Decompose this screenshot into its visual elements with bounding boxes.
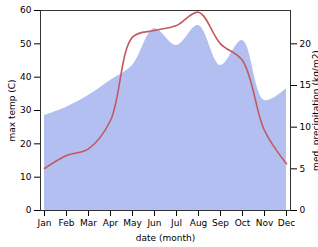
svg-text:Feb: Feb — [59, 218, 75, 228]
svg-text:0: 0 — [300, 205, 306, 215]
svg-text:Jun: Jun — [146, 218, 161, 228]
svg-text:Sep: Sep — [212, 218, 229, 228]
svg-text:15: 15 — [300, 80, 311, 90]
svg-text:max temp (C): max temp (C) — [7, 79, 17, 141]
svg-text:5: 5 — [300, 164, 306, 174]
svg-text:Oct: Oct — [235, 218, 251, 228]
svg-text:50: 50 — [20, 39, 32, 49]
svg-text:20: 20 — [300, 39, 312, 49]
svg-text:Mar: Mar — [80, 218, 97, 228]
svg-text:30: 30 — [20, 105, 32, 115]
svg-text:10: 10 — [20, 172, 32, 182]
svg-text:60: 60 — [20, 5, 32, 15]
svg-text:40: 40 — [20, 72, 32, 82]
svg-text:med. precipitation (kg/m2): med. precipitation (kg/m2) — [311, 50, 318, 171]
svg-text:10: 10 — [300, 122, 312, 132]
svg-text:Jul: Jul — [170, 218, 182, 228]
svg-text:Nov: Nov — [256, 218, 274, 228]
svg-text:Jan: Jan — [37, 218, 52, 228]
svg-text:Dec: Dec — [278, 218, 295, 228]
svg-text:date (month): date (month) — [136, 233, 195, 243]
svg-text:20: 20 — [20, 139, 32, 149]
svg-text:May: May — [123, 218, 142, 228]
svg-text:Aug: Aug — [190, 218, 208, 228]
svg-text:0: 0 — [26, 205, 32, 215]
svg-text:Apr: Apr — [103, 218, 119, 228]
